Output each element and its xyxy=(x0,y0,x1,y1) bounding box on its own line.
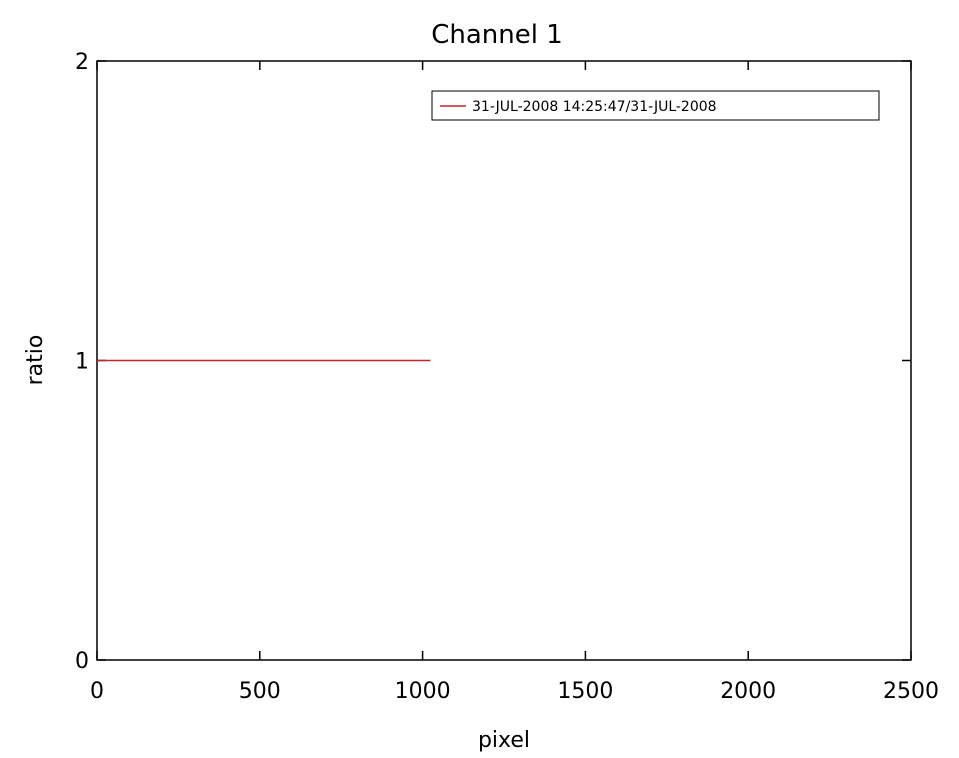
y-axis-ticks: 0 1 2 xyxy=(75,50,911,674)
x-tick-label: 2500 xyxy=(883,679,939,704)
x-axis-ticks: 0 500 1000 1500 2000 2500 xyxy=(90,61,939,704)
y-tick-label: 2 xyxy=(75,50,89,75)
x-axis-label: pixel xyxy=(478,728,530,753)
chart-title: Channel 1 xyxy=(431,20,563,50)
y-tick-label: 1 xyxy=(75,350,89,375)
legend-entry-label: 31-JUL-2008 14:25:47/31-JUL-2008 xyxy=(472,99,717,115)
x-tick-label: 1000 xyxy=(395,679,451,704)
x-tick-label: 0 xyxy=(90,679,104,704)
y-axis-label: ratio xyxy=(23,335,48,386)
legend: 31-JUL-2008 14:25:47/31-JUL-2008 xyxy=(431,90,880,121)
x-tick-label: 1500 xyxy=(557,679,613,704)
legend-box xyxy=(431,90,880,121)
y-tick-label: 0 xyxy=(75,649,89,674)
x-tick-label: 500 xyxy=(239,679,281,704)
x-tick-label: 2000 xyxy=(720,679,776,704)
